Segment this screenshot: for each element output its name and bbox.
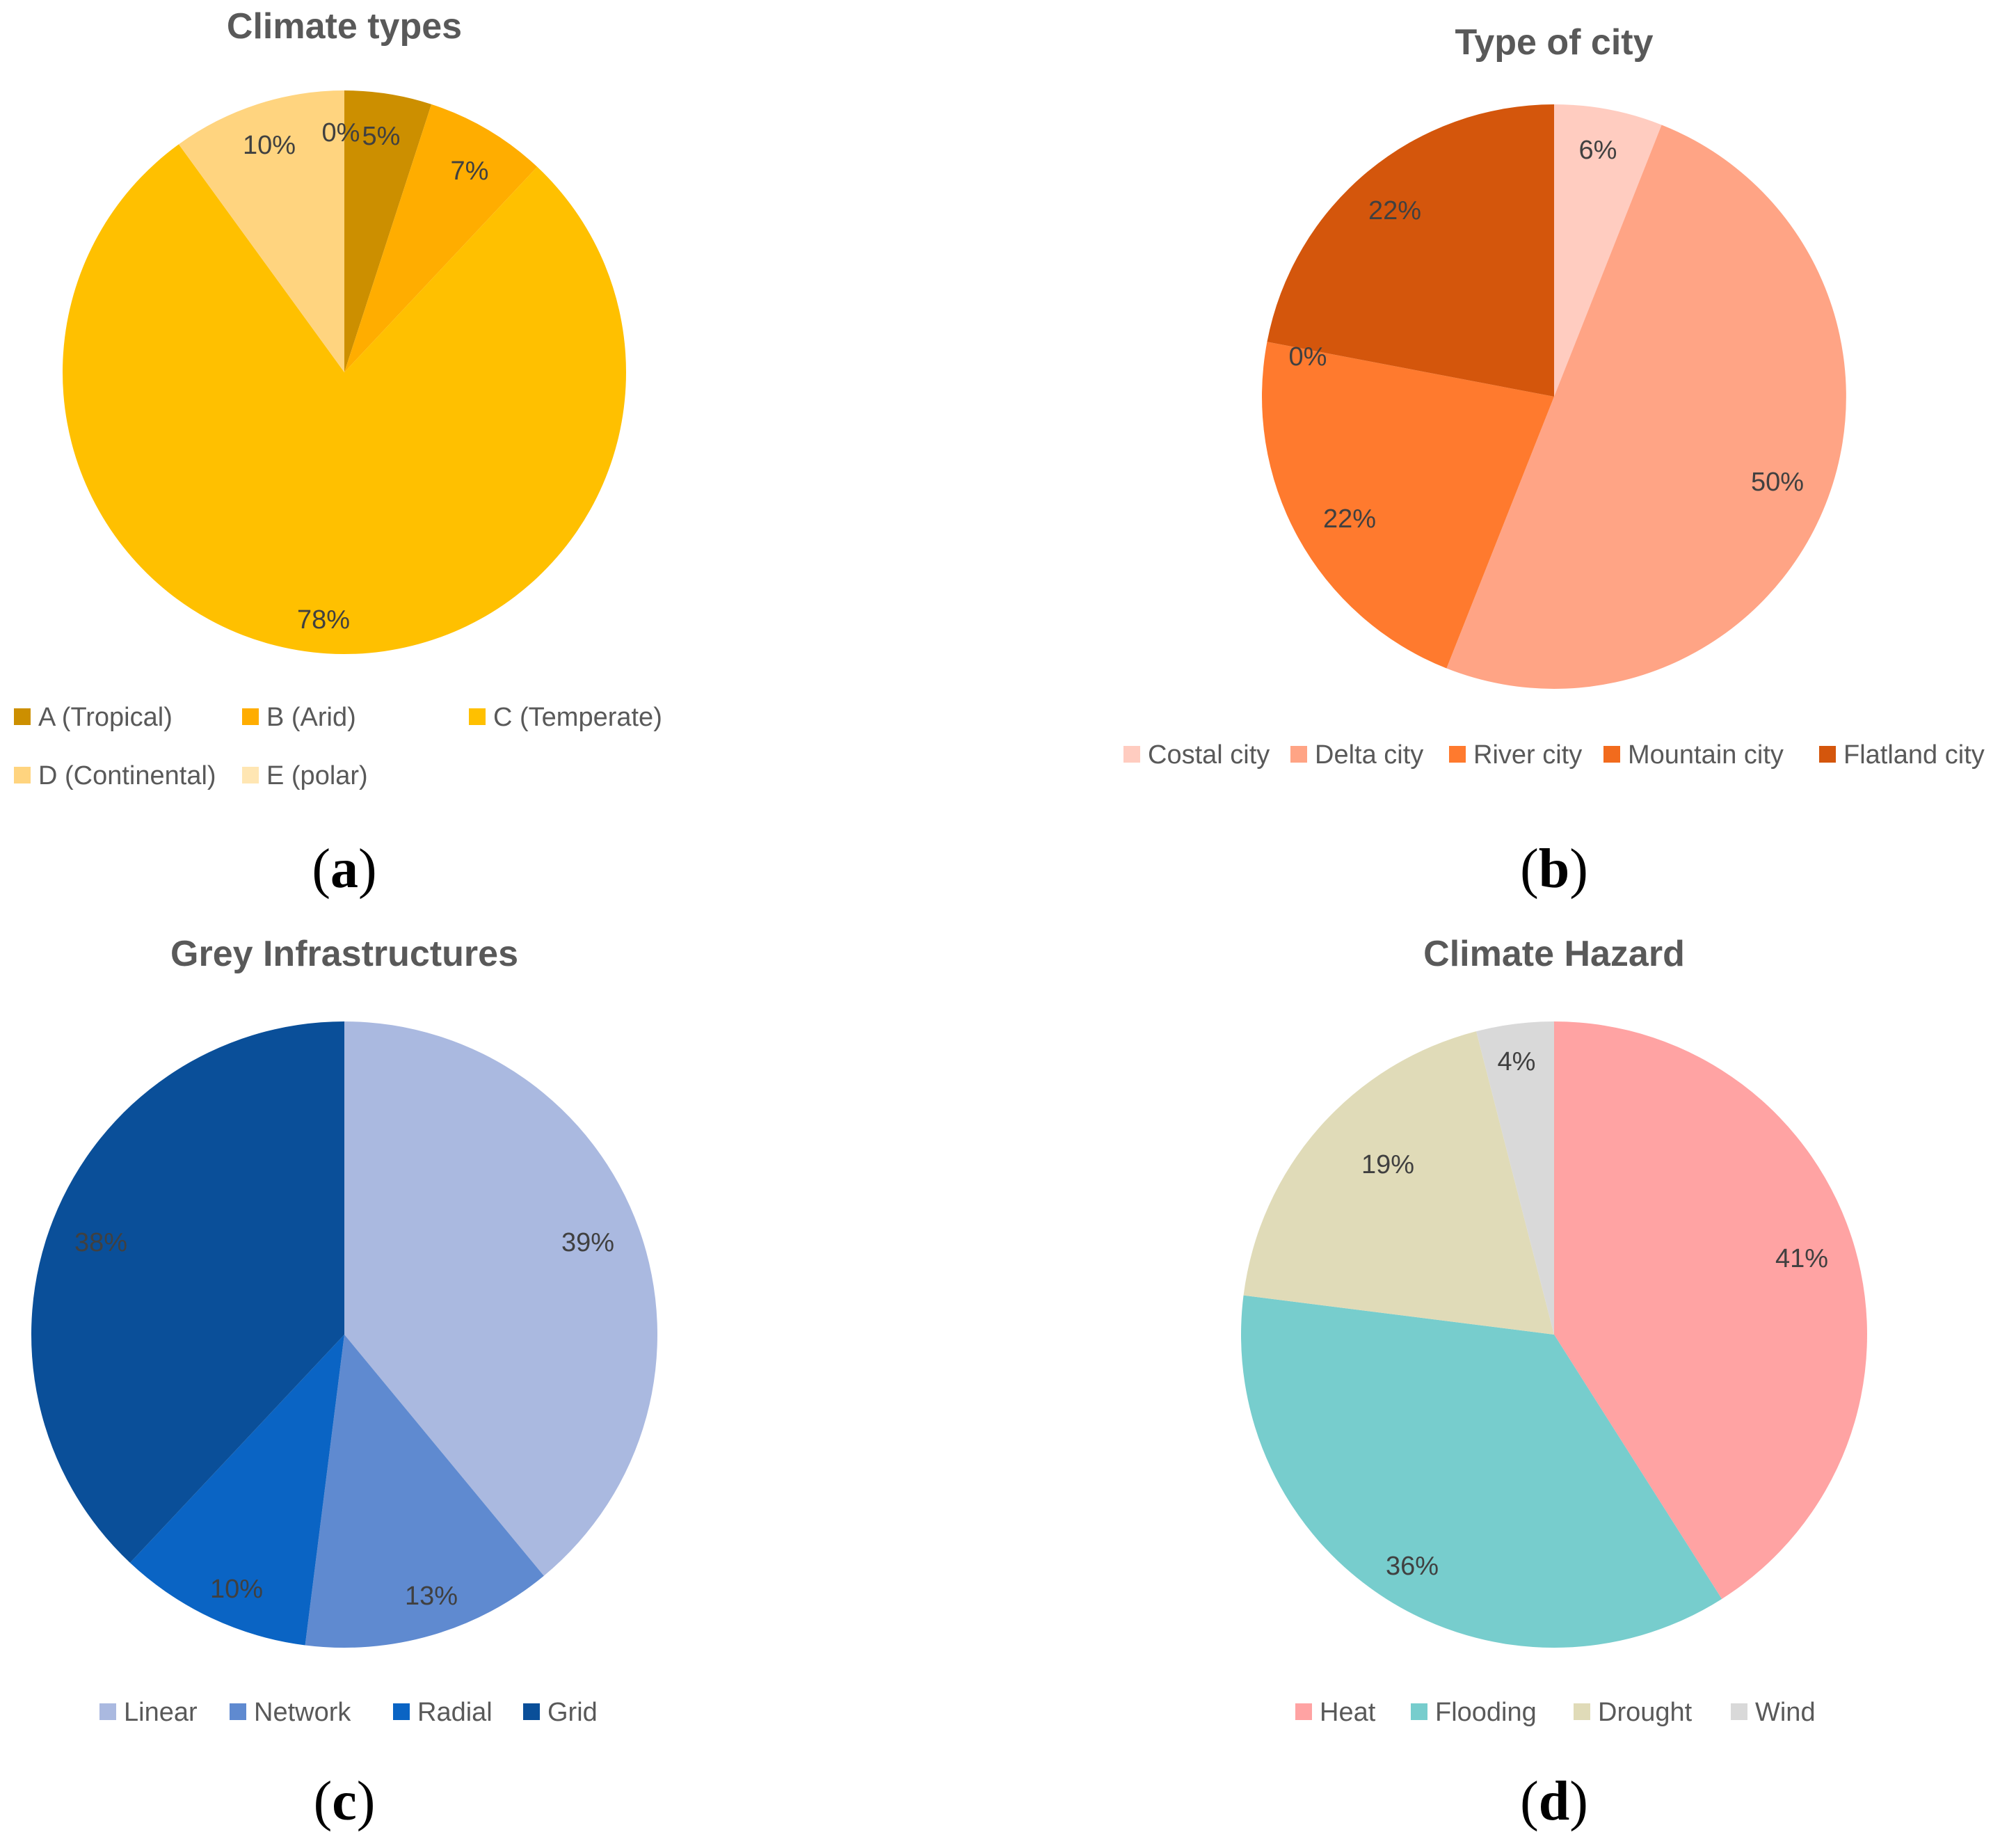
pie-slice-grid [31, 1021, 345, 1563]
data-label-flooding: 36% [1386, 1552, 1439, 1581]
data-label-radial: 10% [210, 1575, 263, 1604]
data-label-costal-city: 6% [1579, 136, 1617, 165]
panel-label-a: (a) [312, 838, 376, 900]
chart-a-title: Climate types [227, 6, 462, 47]
legend-swatch-flatland-city [1819, 746, 1836, 763]
chart-a-pie: 5% 7% 78% 10% 0% [63, 90, 627, 654]
legend-swatch-radial [393, 1703, 410, 1720]
data-label-grid: 38% [74, 1228, 127, 1257]
chart-d-title: Climate Hazard [1423, 934, 1685, 974]
legend-swatch-wind [1731, 1703, 1747, 1720]
panel-label-b: (b) [1520, 838, 1588, 900]
legend-swatch-delta-city [1290, 746, 1307, 763]
data-label-heat: 41% [1775, 1244, 1828, 1273]
chart-d: Climate Hazard 41% 36% 19% 4% Heat Flooding… [1241, 934, 1867, 1832]
chart-a: Climate types 5% 7% 78% 10% 0% A (Tropical) … [14, 6, 662, 900]
chart-c: Grey Infrastructures 39% 13% 10% 38% Linear… [31, 934, 658, 1832]
legend-label-e-polar: E (polar) [266, 761, 368, 790]
pie-slice-radial [129, 1335, 344, 1646]
legend-label-network: Network [254, 1698, 351, 1727]
chart-d-legend: Heat Flooding Drought Wind [1295, 1698, 1816, 1727]
data-label-network: 13% [405, 1582, 458, 1611]
panel-letter-d: d [1539, 1771, 1570, 1832]
pie-slice-delta-city [1446, 125, 1846, 689]
panel-letter-b: b [1539, 838, 1570, 900]
legend-swatch-river-city [1449, 746, 1466, 763]
legend-label-heat: Heat [1320, 1698, 1376, 1727]
legend-swatch-costal-city [1123, 746, 1140, 763]
chart-d-pie: 41% 36% 19% 4% [1241, 1021, 1867, 1648]
data-label-d-continental: 10% [243, 131, 296, 160]
chart-b-title: Type of city [1455, 22, 1653, 63]
legend-swatch-e-polar [242, 767, 259, 783]
legend-label-c-temperate: C (Temperate) [493, 703, 662, 732]
legend-swatch-mountain-city [1603, 746, 1620, 763]
chart-a-legend: A (Tropical) B (Arid) C (Temperate) D (C… [14, 703, 662, 790]
data-label-linear: 39% [561, 1228, 614, 1257]
panel-letter-a: a [330, 838, 358, 900]
legend-label-linear: Linear [124, 1698, 198, 1727]
chart-c-title: Grey Infrastructures [170, 934, 518, 974]
data-label-river-city: 22% [1323, 504, 1376, 534]
legend-label-delta-city: Delta city [1315, 740, 1423, 770]
legend-label-wind: Wind [1755, 1698, 1816, 1727]
pie-slice-linear [344, 1021, 658, 1576]
pie-slice-wind [1476, 1021, 1554, 1335]
panel-label-d: (d) [1520, 1771, 1588, 1832]
pie-slice-river-city [1262, 342, 1554, 669]
pie-slice-flooding [1241, 1295, 1722, 1648]
data-label-mountain-city: 0% [1289, 342, 1327, 372]
data-label-wind: 4% [1498, 1047, 1536, 1076]
legend-swatch-linear [99, 1703, 116, 1720]
legend-swatch-grid [523, 1703, 540, 1720]
pie-slice-d-continental [178, 90, 344, 372]
legend-swatch-d-continental [14, 767, 31, 783]
chart-b-legend: Costal city Delta city River city Mounta… [1123, 740, 1985, 770]
pie-slice-heat [1554, 1021, 1867, 1599]
pie-slice-b-arid [344, 104, 538, 372]
legend-swatch-drought [1574, 1703, 1590, 1720]
legend-swatch-a-tropical [14, 708, 31, 725]
data-label-a-tropical: 5% [362, 122, 401, 151]
legend-label-grid: Grid [547, 1698, 598, 1727]
legend-swatch-heat [1295, 1703, 1312, 1720]
data-label-c-temperate: 78% [297, 605, 350, 635]
chart-c-pie: 39% 13% 10% 38% [31, 1021, 658, 1648]
legend-label-a-tropical: A (Tropical) [38, 703, 173, 732]
legend-label-drought: Drought [1598, 1698, 1693, 1727]
legend-swatch-c-temperate [469, 708, 486, 725]
legend-label-radial: Radial [417, 1698, 493, 1727]
legend-label-b-arid: B (Arid) [266, 703, 356, 732]
legend-label-costal-city: Costal city [1148, 740, 1270, 770]
legend-swatch-network [230, 1703, 246, 1720]
legend-label-flooding: Flooding [1435, 1698, 1537, 1727]
data-label-b-arid: 7% [451, 157, 489, 186]
pie-slice-flatland-city [1267, 104, 1554, 397]
data-label-flatland-city: 22% [1368, 196, 1421, 225]
data-label-e-polar: 0% [322, 118, 360, 148]
legend-label-mountain-city: Mountain city [1628, 740, 1784, 770]
legend-label-river-city: River city [1473, 740, 1582, 770]
pie-slice-c-temperate [63, 144, 627, 654]
data-label-delta-city: 50% [1751, 468, 1804, 497]
chart-c-legend: Linear Network Radial Grid [99, 1698, 598, 1727]
pie-slice-costal-city [1554, 104, 1662, 397]
pie-slice-drought [1243, 1031, 1554, 1335]
chart-b-pie: 6% 50% 22% 0% 22% [1262, 104, 1846, 689]
chart-b: Type of city 6% 50% 22% 0% 22% Costal city D… [1123, 22, 1985, 900]
panel-letter-c: c [332, 1771, 357, 1832]
pie-slice-a-tropical [344, 90, 432, 372]
legend-label-d-continental: D (Continental) [38, 761, 216, 790]
panel-label-c: (c) [314, 1771, 376, 1832]
data-label-drought: 19% [1361, 1150, 1414, 1179]
legend-swatch-flooding [1411, 1703, 1427, 1720]
pie-slice-network [305, 1335, 544, 1648]
legend-swatch-b-arid [242, 708, 259, 725]
legend-label-flatland-city: Flatland city [1843, 740, 1985, 770]
